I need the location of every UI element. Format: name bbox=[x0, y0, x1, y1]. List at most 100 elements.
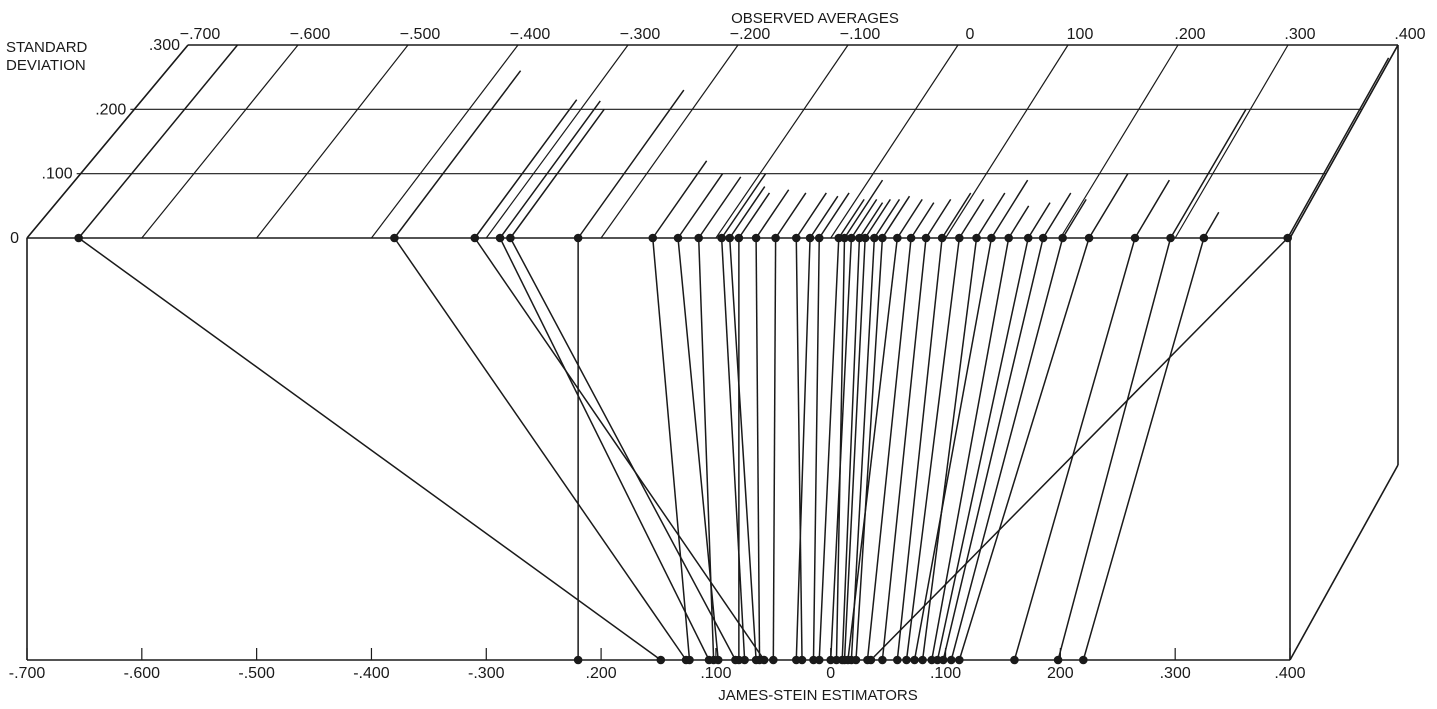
standard-deviation-line bbox=[474, 99, 578, 239]
estimate-points bbox=[74, 233, 1293, 665]
shrinkage-link bbox=[818, 237, 840, 661]
standard-deviation-line bbox=[809, 195, 839, 239]
observed-average-point bbox=[1023, 233, 1033, 243]
standard-deviation-line bbox=[577, 89, 685, 239]
value-gridline bbox=[256, 44, 409, 239]
value-gridline bbox=[945, 44, 1069, 239]
standard-deviation-line bbox=[818, 192, 850, 239]
observed-average-point bbox=[893, 233, 902, 243]
value-gridline bbox=[600, 44, 739, 239]
observed-average-point bbox=[972, 233, 981, 243]
shrinkage-link bbox=[1057, 237, 1172, 661]
depth-tick-label: .200 bbox=[95, 101, 126, 118]
shrinkage-link bbox=[835, 237, 846, 661]
observed-average-point bbox=[694, 233, 703, 243]
shrinkage-link bbox=[913, 237, 993, 661]
james-stein-point bbox=[955, 655, 964, 665]
shrinkage-link bbox=[499, 237, 710, 661]
top-tick-label: −.100 bbox=[840, 26, 881, 43]
value-gridline bbox=[141, 44, 299, 239]
james-stein-point bbox=[573, 655, 583, 665]
james-stein-point bbox=[814, 655, 824, 665]
james-stein-point bbox=[938, 655, 948, 665]
shrinkage-link bbox=[812, 237, 820, 661]
james-stein-point bbox=[755, 655, 764, 665]
observed-average-point bbox=[860, 233, 870, 243]
observed-average-point bbox=[1038, 233, 1048, 243]
observed-average-point bbox=[74, 233, 83, 243]
standard-deviation-line bbox=[729, 186, 766, 239]
shrinkage-link bbox=[78, 237, 662, 661]
standard-deviation-line bbox=[975, 192, 1006, 239]
observed-average-point bbox=[921, 233, 931, 243]
depth-tick-label: .100 bbox=[42, 166, 73, 183]
value-gridline bbox=[1289, 44, 1399, 239]
value-gridline bbox=[1174, 44, 1289, 239]
depth-axis-title-line-2: DEVIATION bbox=[6, 57, 86, 74]
top-tick-label: −.300 bbox=[620, 26, 661, 43]
observed-average-point bbox=[648, 233, 658, 243]
shrinkage-link bbox=[697, 237, 715, 661]
standard-deviation-line bbox=[755, 189, 790, 239]
shrinkage-link bbox=[921, 237, 978, 661]
top-tick-label: −.200 bbox=[730, 26, 771, 43]
observed-average-point bbox=[814, 233, 824, 243]
axis-labels: OBSERVED AVERAGES JAMES-STEIN ESTIMATORS… bbox=[6, 10, 1426, 704]
observed-average-point bbox=[937, 233, 947, 243]
james-stein-point bbox=[851, 655, 861, 665]
observed-average-point bbox=[1004, 233, 1013, 243]
shrinkage-link bbox=[728, 237, 757, 661]
observed-average-point bbox=[673, 233, 683, 243]
james-stein-point bbox=[866, 655, 876, 665]
value-gridline bbox=[715, 44, 849, 239]
james-stein-point bbox=[902, 655, 911, 665]
observed-average-point bbox=[840, 233, 849, 243]
shrinkage-link bbox=[795, 237, 811, 661]
standard-deviation-line bbox=[652, 160, 708, 239]
standard-deviation-line bbox=[864, 198, 891, 239]
bottom-tick-label: -.400 bbox=[353, 665, 390, 682]
shrinkage-link bbox=[942, 237, 1044, 661]
shrinkage-link bbox=[866, 237, 912, 661]
observed-average-point bbox=[1084, 233, 1094, 243]
standard-deviation-line bbox=[958, 198, 985, 239]
james-stein-point bbox=[791, 655, 801, 665]
shrinkage-link bbox=[950, 237, 1064, 661]
observed-average-point bbox=[805, 233, 815, 243]
observed-average-point bbox=[1130, 233, 1140, 243]
shrinkage-link bbox=[1013, 237, 1136, 661]
observed-average-point bbox=[751, 233, 761, 243]
james-stein-point bbox=[656, 655, 666, 665]
top-axis-title: OBSERVED AVERAGES bbox=[731, 10, 899, 27]
top-tick-label: −.600 bbox=[290, 26, 331, 43]
standard-deviation-line bbox=[850, 198, 878, 239]
observed-average-point bbox=[847, 233, 856, 243]
depth-tick-label: 0 bbox=[10, 230, 19, 247]
standard-deviation-line bbox=[873, 198, 901, 239]
standard-deviation-line bbox=[881, 195, 911, 239]
observed-average-point bbox=[987, 233, 996, 243]
james-stein-point bbox=[910, 655, 919, 665]
observed-average-point bbox=[870, 233, 879, 243]
bottom-tick-label: -.300 bbox=[468, 665, 505, 682]
standard-deviation-line bbox=[78, 44, 239, 239]
bottom-tick-label: .400 bbox=[1274, 665, 1305, 682]
shrinkage-link bbox=[474, 237, 765, 661]
depth-axis-title-line-1: STANDARD bbox=[6, 39, 88, 56]
shrinkage-link bbox=[850, 237, 876, 661]
top-tick-label: .300 bbox=[1284, 26, 1315, 43]
standard-deviation-line bbox=[896, 198, 923, 239]
bottom-tick-label: 200 bbox=[1047, 665, 1074, 682]
observed-average-point bbox=[791, 233, 801, 243]
observed-average-point bbox=[573, 233, 583, 243]
bottom-tick-label: -.600 bbox=[124, 665, 161, 682]
standard-deviation-line bbox=[1088, 173, 1129, 239]
top-tick-label: −.700 bbox=[180, 26, 221, 43]
shrinkage-link bbox=[881, 237, 927, 661]
james-stein-point bbox=[709, 655, 718, 665]
standard-deviation-line bbox=[1169, 108, 1247, 239]
james-stein-point bbox=[685, 655, 694, 665]
observed-average-point bbox=[495, 233, 505, 243]
